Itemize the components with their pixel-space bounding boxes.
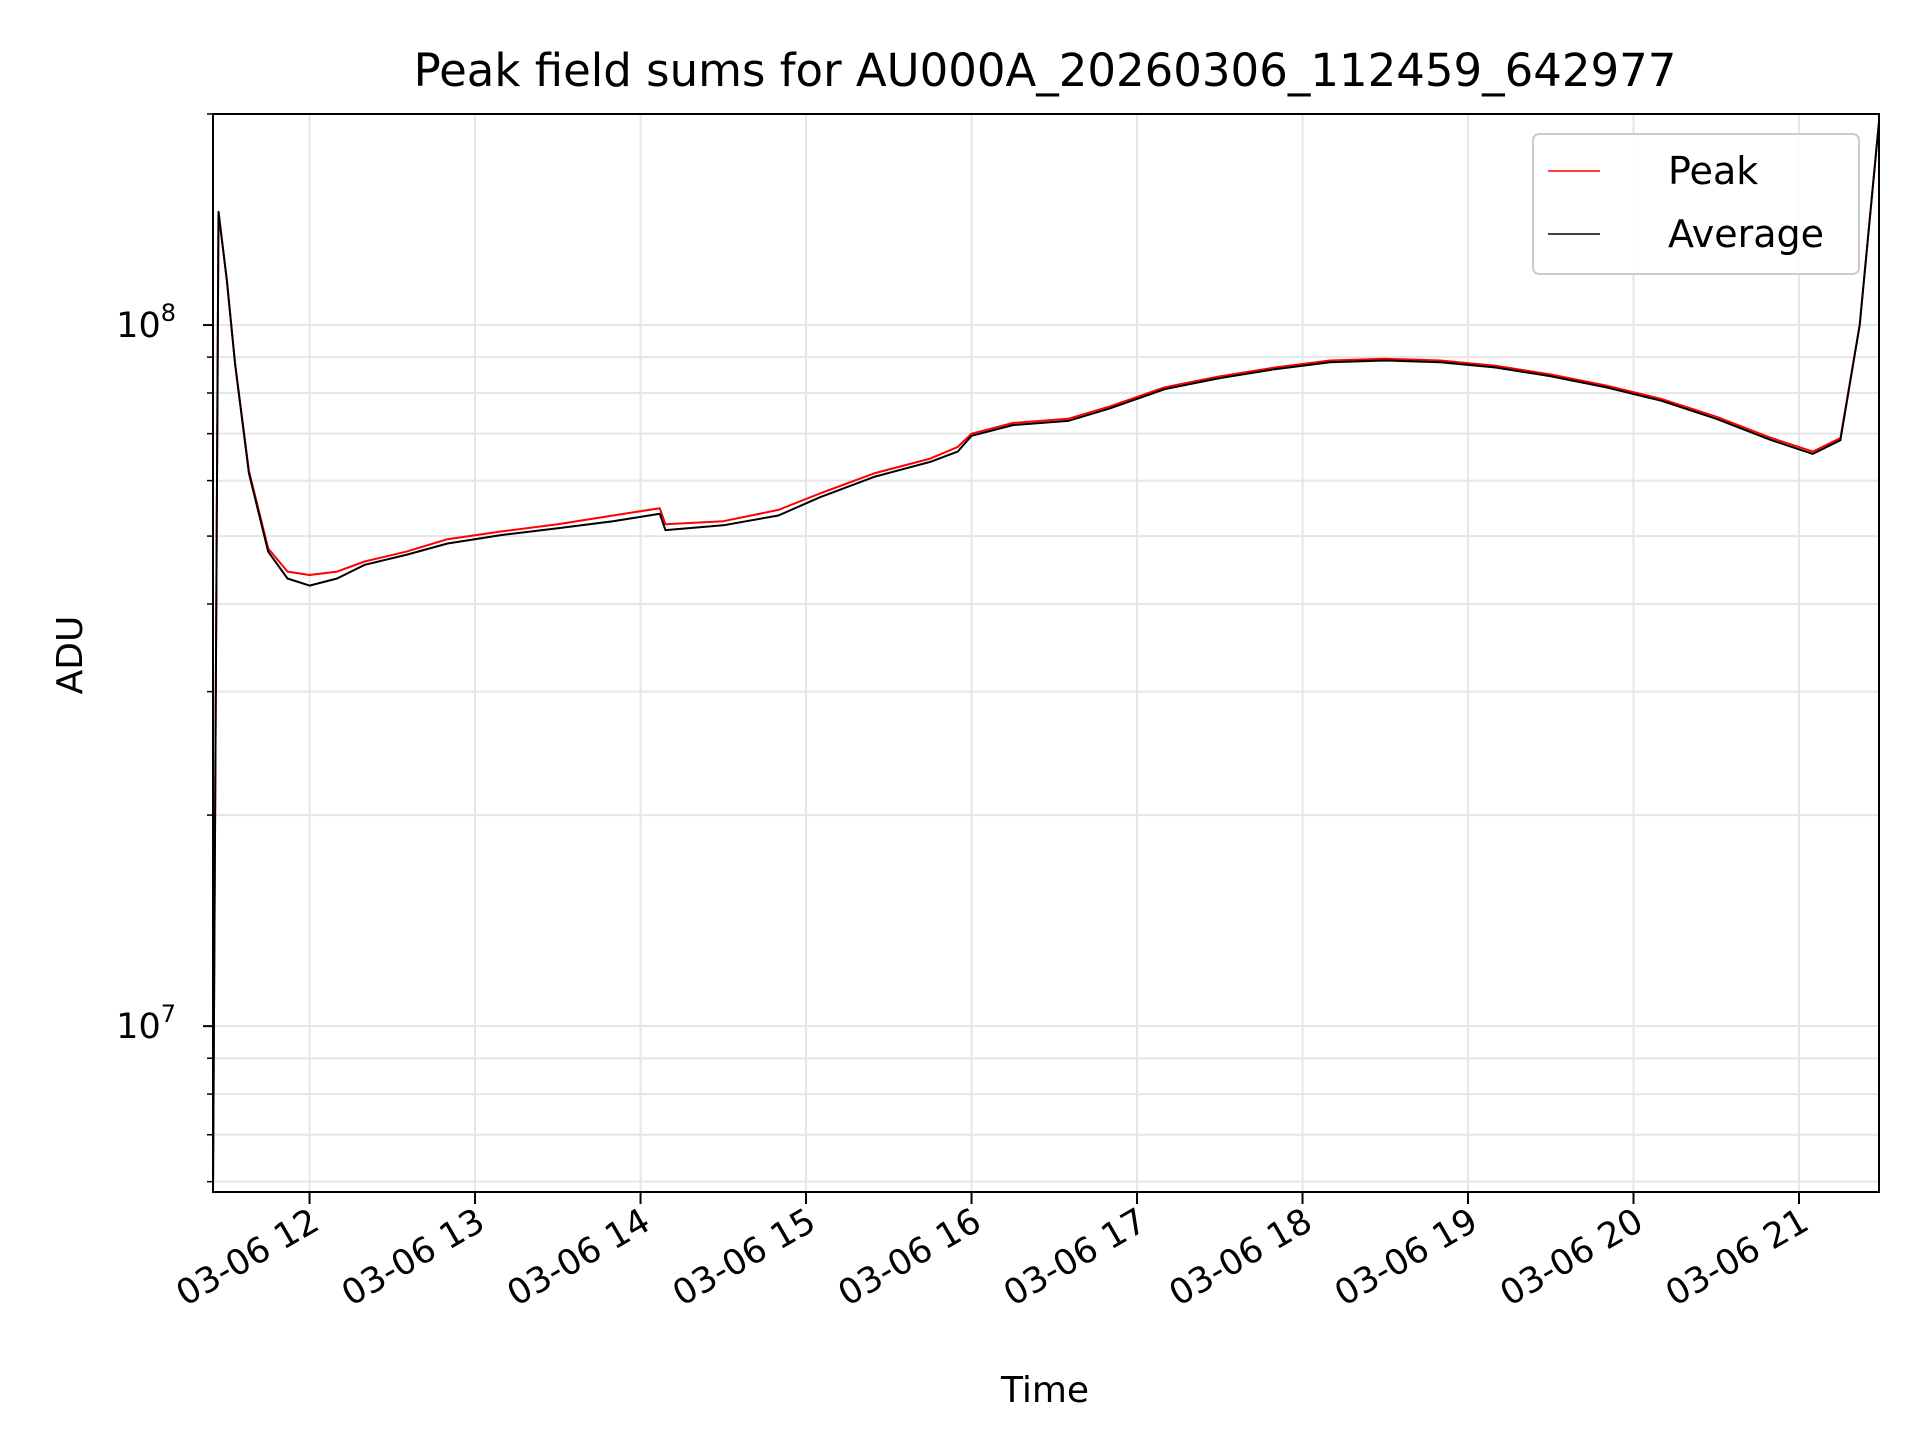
data-point-average [405, 554, 407, 556]
legend-box [1532, 133, 1860, 275]
plot-frame [212, 113, 1880, 1193]
legend-label-average: Average [1668, 212, 1824, 256]
data-point-peak [1550, 373, 1552, 376]
data-point-average [970, 435, 973, 437]
data-point-peak [1439, 359, 1442, 362]
data-point-average [722, 524, 725, 527]
data-point-average [1439, 361, 1442, 364]
data-point-peak [929, 457, 931, 460]
data-point-peak [1770, 437, 1773, 439]
data-point-peak [874, 472, 876, 474]
data-point-average [777, 514, 780, 517]
data-point-peak [970, 432, 973, 435]
series-layer [212, 120, 1880, 1193]
y-axis-title: ADU [50, 616, 91, 695]
data-point-average [308, 584, 311, 587]
data-point-average [248, 472, 250, 474]
data-point-peak [1219, 375, 1221, 378]
data-point-average [929, 461, 931, 463]
data-point-peak [722, 520, 725, 522]
x-axis-title: Time [1000, 1370, 1089, 1411]
data-point-peak [286, 570, 289, 573]
data-point-average [1770, 439, 1773, 442]
data-point-average [1839, 439, 1842, 442]
data-point-peak [501, 530, 504, 533]
data-point-peak [1494, 364, 1497, 367]
chart-title: Peak field sums for AU000A_20260306_1124… [414, 44, 1677, 97]
data-point-peak [308, 574, 311, 576]
y-axis: 107 108 [116, 113, 213, 1183]
data-point-average [819, 496, 821, 499]
data-point-average [267, 550, 270, 553]
data-point-peak [1812, 450, 1814, 453]
data-point-peak [1067, 418, 1069, 420]
data-point-average [217, 211, 220, 213]
data-point-average [557, 527, 559, 530]
data-point-peak [1108, 405, 1111, 408]
data-point-average [1715, 418, 1718, 420]
data-point-average [1858, 324, 1861, 326]
data-point-average [1067, 420, 1069, 422]
data-point-average [1219, 377, 1221, 379]
data-point-average [1605, 386, 1607, 389]
data-point-peak [1605, 384, 1607, 387]
y-tick-label: 108 [116, 299, 176, 346]
data-point-peak [1329, 359, 1331, 362]
data-point-average [501, 534, 504, 536]
data-point-peak [777, 509, 780, 511]
data-point-average [1163, 388, 1166, 391]
data-point-average [956, 450, 959, 453]
data-point-average [1329, 361, 1331, 364]
data-point-average [363, 564, 366, 566]
data-point-average [612, 520, 614, 522]
data-point-average [1108, 407, 1111, 410]
data-point-average [1812, 453, 1814, 455]
x-gridlines [308, 114, 1801, 1192]
data-point-peak [1660, 398, 1662, 400]
data-point-average [1384, 359, 1387, 362]
data-point-average [1494, 366, 1497, 369]
data-point-peak [664, 523, 667, 525]
data-point-peak [1274, 366, 1276, 369]
data-point-peak [446, 538, 449, 540]
data-point-peak [405, 550, 407, 553]
data-point-peak [659, 507, 661, 510]
data-point-peak [1012, 422, 1014, 424]
data-point-peak [1163, 386, 1166, 389]
data-point-average [1550, 375, 1552, 378]
data-point-average [226, 279, 228, 281]
data-point-average [874, 475, 876, 478]
data-point-average [1274, 368, 1276, 371]
data-point-average [1012, 424, 1014, 426]
data-point-average [336, 577, 338, 580]
data-point-average [659, 513, 661, 515]
legend: Peak Average [1532, 133, 1860, 275]
data-point-peak [819, 492, 821, 495]
data-point-average [1660, 399, 1662, 402]
data-point-peak [1715, 415, 1718, 418]
data-point-peak [1384, 358, 1387, 360]
data-point-peak [336, 570, 338, 573]
data-point-peak [557, 523, 559, 525]
data-point-peak [956, 446, 959, 448]
legend-label-peak: Peak [1668, 149, 1758, 193]
data-point-peak [612, 514, 614, 517]
data-point-average [664, 529, 667, 531]
data-point-average [234, 363, 236, 365]
y-tick-label: 107 [116, 1000, 176, 1047]
data-point-average [286, 577, 289, 580]
data-point-peak [363, 560, 366, 563]
data-point-average [446, 542, 449, 545]
